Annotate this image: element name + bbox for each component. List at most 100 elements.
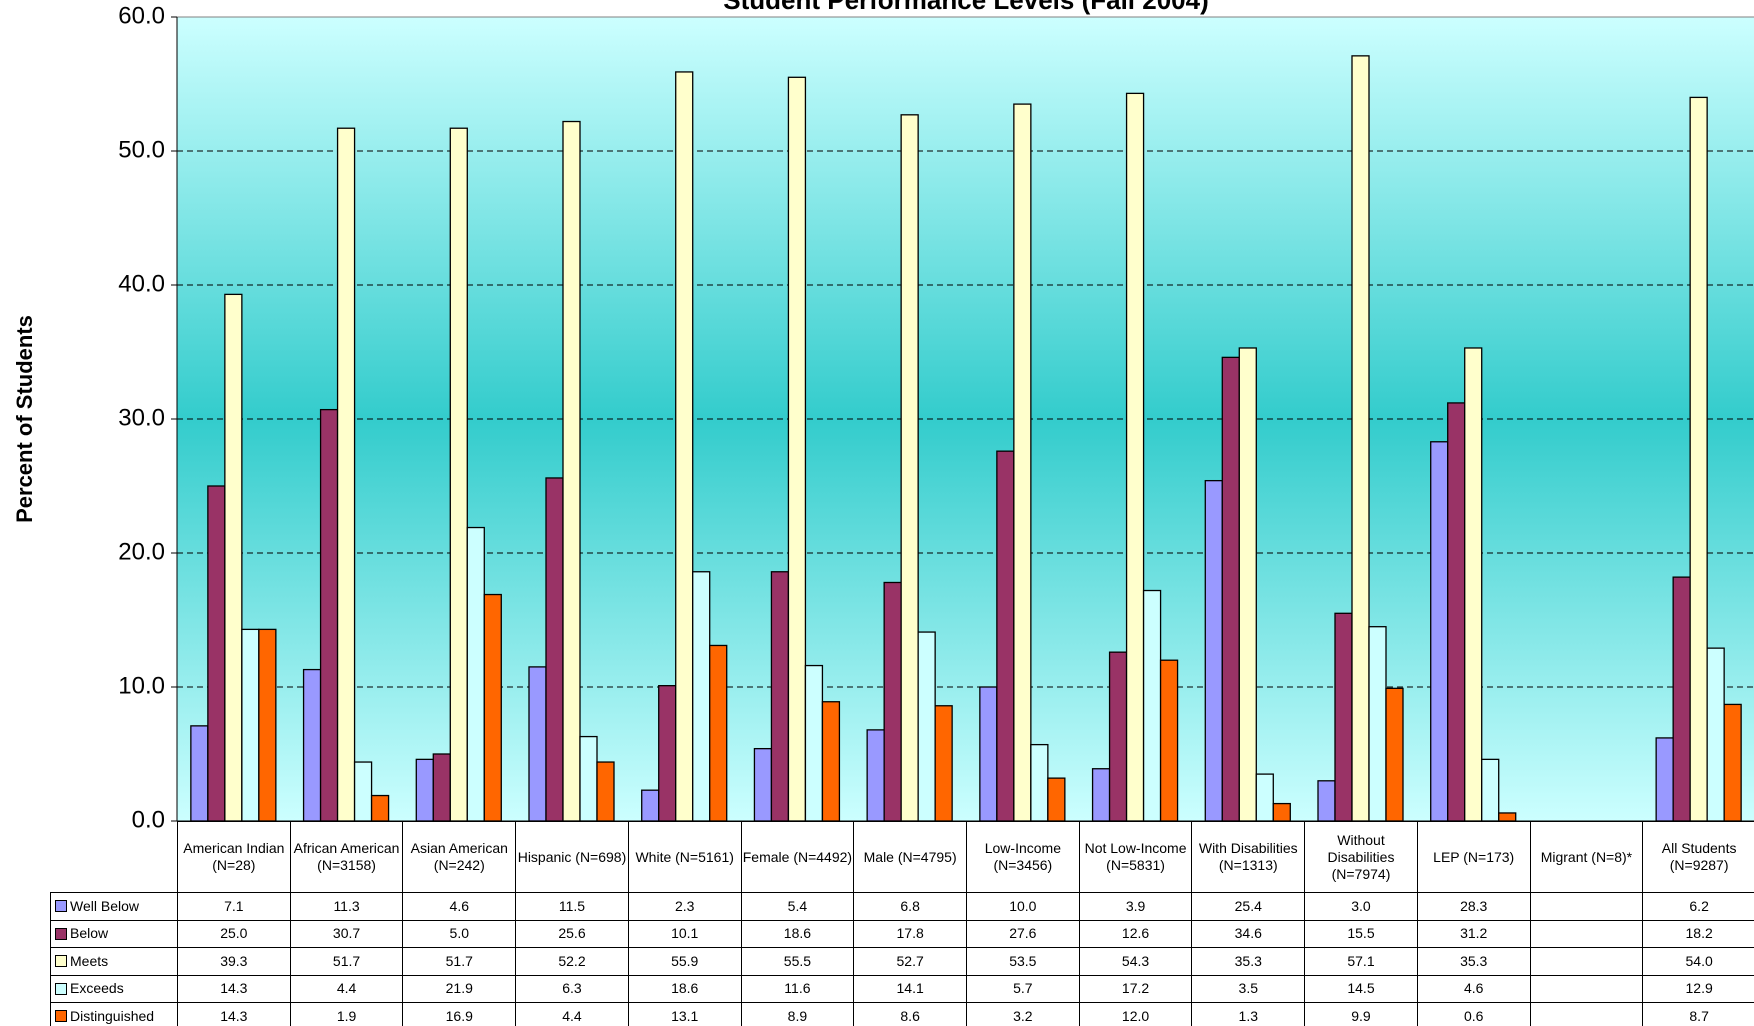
bar	[1013, 103, 1032, 822]
table-cell: 54.0	[1642, 947, 1754, 976]
table-cell	[1529, 947, 1644, 976]
y-tick-label: 60.0	[118, 2, 165, 29]
y-tick-label: 10.0	[118, 672, 165, 699]
category-label: With Disabilities (N=1313)	[1191, 821, 1306, 893]
table-cell: 6.3	[515, 974, 629, 1003]
category-label: Migrant (N=8)*	[1529, 821, 1644, 893]
bar	[241, 628, 260, 822]
bar	[883, 581, 902, 822]
bar	[1221, 356, 1240, 822]
table-cell: 15.5	[1304, 919, 1418, 948]
table-cell: 35.3	[1191, 947, 1306, 976]
bar	[1385, 687, 1404, 822]
bar	[900, 114, 919, 822]
y-tick-label: 30.0	[118, 404, 165, 431]
legend-label: Exceeds	[70, 980, 124, 997]
table-cell: 1.3	[1191, 1002, 1306, 1026]
table-cell: 8.6	[853, 1002, 967, 1026]
table-cell: 14.5	[1304, 974, 1418, 1003]
y-tick-label: 20.0	[118, 538, 165, 565]
bar	[1125, 92, 1145, 822]
bar	[336, 127, 356, 822]
bar	[1108, 651, 1128, 822]
table-cell: 4.4	[515, 1002, 629, 1026]
y-tick-label: 50.0	[118, 136, 165, 163]
bar	[1464, 347, 1483, 822]
table-cell: 30.7	[289, 919, 404, 948]
table-cell: 54.3	[1078, 947, 1193, 976]
table-cell: 18.6	[627, 974, 742, 1003]
bar	[1723, 703, 1742, 822]
bar	[770, 571, 790, 822]
table-cell: 5.7	[966, 974, 1080, 1003]
table-cell	[1529, 919, 1644, 948]
legend-entry: Well Below	[50, 892, 178, 921]
table-cell: 4.4	[289, 974, 404, 1003]
table-cell: 21.9	[402, 974, 517, 1003]
category-label: Asian American (N=242)	[402, 821, 517, 893]
legend-label: Below	[70, 925, 109, 942]
table-cell	[1529, 974, 1644, 1003]
bar	[1238, 347, 1257, 822]
bar	[866, 729, 885, 822]
table-cell: 0.6	[1416, 1002, 1531, 1026]
bar	[466, 526, 485, 822]
bar	[1334, 612, 1353, 822]
bar	[658, 685, 677, 822]
y-tick-label: 0.0	[132, 806, 165, 833]
y-axis-label: Percent of Students	[12, 315, 37, 523]
table-cell: 13.1	[627, 1002, 742, 1026]
bar	[483, 593, 502, 822]
table-cell: 51.7	[289, 947, 404, 976]
legend-entry: Meets	[50, 947, 178, 976]
category-label: African American (N=3158)	[289, 821, 404, 893]
bar	[258, 628, 277, 822]
category-label: Low-Income (N=3456)	[966, 821, 1080, 893]
table-cell: 51.7	[402, 947, 517, 976]
bar	[1317, 780, 1336, 822]
bar	[1498, 812, 1517, 822]
bar	[1481, 758, 1500, 822]
bar	[415, 758, 434, 822]
bar	[821, 701, 841, 822]
legend-swatch	[55, 955, 67, 968]
table-cell: 25.0	[177, 919, 291, 948]
bar	[1351, 55, 1370, 822]
bar	[1655, 737, 1674, 822]
table-cell: 3.0	[1304, 892, 1418, 921]
bar	[207, 485, 226, 822]
table-cell: 10.1	[627, 919, 742, 948]
bar	[917, 631, 936, 822]
bar	[804, 664, 824, 822]
category-label: Male (N=4795)	[853, 821, 967, 893]
bar	[319, 408, 339, 822]
legend-swatch	[55, 900, 67, 913]
table-cell: 4.6	[1416, 974, 1531, 1003]
table-cell: 3.2	[966, 1002, 1080, 1026]
category-label: Not Low-Income (N=5831)	[1078, 821, 1193, 893]
bar	[1272, 802, 1291, 822]
legend-entry: Exceeds	[50, 974, 178, 1003]
bar	[224, 293, 243, 822]
bar	[1689, 96, 1708, 822]
legend-label: Distinguished	[70, 1007, 155, 1024]
table-cell: 12.0	[1078, 1002, 1193, 1026]
legend-entry: Distinguished	[50, 1002, 178, 1026]
table-cell: 25.6	[515, 919, 629, 948]
table-cell	[1529, 1002, 1644, 1026]
y-tick-label: 40.0	[118, 270, 165, 297]
table-cell: 11.5	[515, 892, 629, 921]
table-cell: 55.9	[627, 947, 742, 976]
category-label: Hispanic (N=698)	[515, 821, 629, 893]
bar	[1204, 479, 1223, 822]
bar	[449, 127, 468, 822]
bar	[1706, 647, 1725, 822]
bar	[979, 686, 998, 822]
table-cell: 12.6	[1078, 919, 1193, 948]
bar	[1159, 659, 1179, 822]
table-cell: 14.3	[177, 974, 291, 1003]
table-cell: 57.1	[1304, 947, 1418, 976]
table-cell: 5.0	[402, 919, 517, 948]
legend-entry: Below	[50, 919, 178, 948]
